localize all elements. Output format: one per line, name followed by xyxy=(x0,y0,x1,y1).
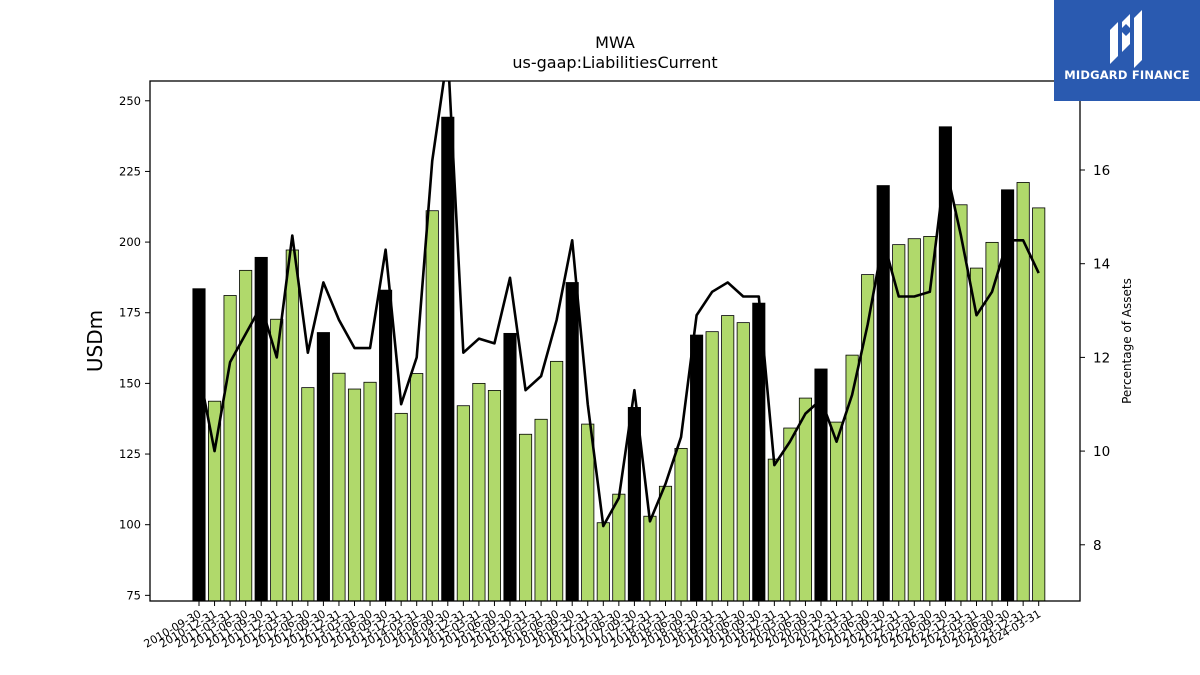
bar xyxy=(487,390,501,601)
bar xyxy=(425,210,439,601)
y2-tick-label: 8 xyxy=(1093,538,1102,554)
y-axis-label: USDm xyxy=(83,310,107,372)
bar xyxy=(721,315,735,601)
midgard-logo-icon xyxy=(1110,10,1142,68)
bar xyxy=(550,360,564,601)
y-tick-label: 225 xyxy=(119,164,141,178)
bar xyxy=(394,412,408,601)
y-tick-label: 200 xyxy=(119,235,141,249)
chart-title: MWA xyxy=(595,33,635,52)
bar xyxy=(581,423,595,601)
bar xyxy=(472,382,486,601)
bar xyxy=(674,447,688,601)
bar xyxy=(658,485,673,601)
bar xyxy=(410,373,424,601)
plot-area xyxy=(192,81,1046,601)
bar xyxy=(767,458,781,601)
y-tick-label: 75 xyxy=(126,588,141,602)
bar xyxy=(861,274,875,601)
bar xyxy=(705,331,719,601)
brand-logo[interactable]: MIDGARD FINANCE xyxy=(1054,0,1200,101)
bar xyxy=(783,427,797,601)
bar xyxy=(907,238,921,601)
bar xyxy=(892,244,906,601)
bar xyxy=(316,332,330,601)
bar xyxy=(954,204,968,601)
plot-frame xyxy=(149,80,1081,602)
bar xyxy=(814,368,828,601)
bar xyxy=(363,381,377,601)
bar xyxy=(923,236,937,601)
chart-subtitle: us-gaap:LiabilitiesCurrent xyxy=(512,53,718,72)
y-tick-label: 175 xyxy=(119,306,141,320)
bar xyxy=(985,241,999,601)
bar xyxy=(239,269,253,601)
y-tick-label: 100 xyxy=(119,518,141,532)
bar xyxy=(938,126,952,601)
bar xyxy=(347,388,362,601)
bar xyxy=(596,522,610,601)
bar xyxy=(503,332,517,601)
bar xyxy=(565,282,579,601)
bar xyxy=(643,515,657,601)
bar xyxy=(456,405,470,601)
bar xyxy=(612,493,626,601)
y2-tick-label: 14 xyxy=(1093,257,1110,273)
y2-tick-label: 16 xyxy=(1093,163,1110,179)
y2-tick-label: 12 xyxy=(1093,350,1110,366)
bar xyxy=(1016,182,1030,601)
bar xyxy=(379,289,393,601)
percentage-line xyxy=(197,81,1040,528)
bar xyxy=(969,267,984,601)
bar xyxy=(876,185,890,601)
bar xyxy=(830,421,844,601)
y2-axis-label: Percentage of Assets xyxy=(1120,278,1134,404)
bar xyxy=(254,256,268,601)
bar xyxy=(223,295,237,601)
bar xyxy=(798,397,812,601)
bar xyxy=(736,322,750,601)
bar xyxy=(332,372,346,601)
bar xyxy=(441,116,455,601)
bar xyxy=(690,334,704,601)
bar xyxy=(519,433,533,601)
bar xyxy=(285,249,299,601)
bar xyxy=(207,400,222,601)
y-tick-label: 125 xyxy=(119,447,141,461)
bar xyxy=(301,387,315,601)
y-tick-label: 150 xyxy=(119,376,141,390)
brand-name: MIDGARD FINANCE xyxy=(1064,68,1190,82)
bar xyxy=(534,418,548,601)
bar xyxy=(270,318,284,601)
y-tick-label: 250 xyxy=(119,94,141,108)
bar xyxy=(1001,189,1015,601)
y2-tick-label: 10 xyxy=(1093,444,1110,460)
bar xyxy=(192,288,206,601)
bar xyxy=(845,354,859,601)
bar xyxy=(627,407,641,601)
